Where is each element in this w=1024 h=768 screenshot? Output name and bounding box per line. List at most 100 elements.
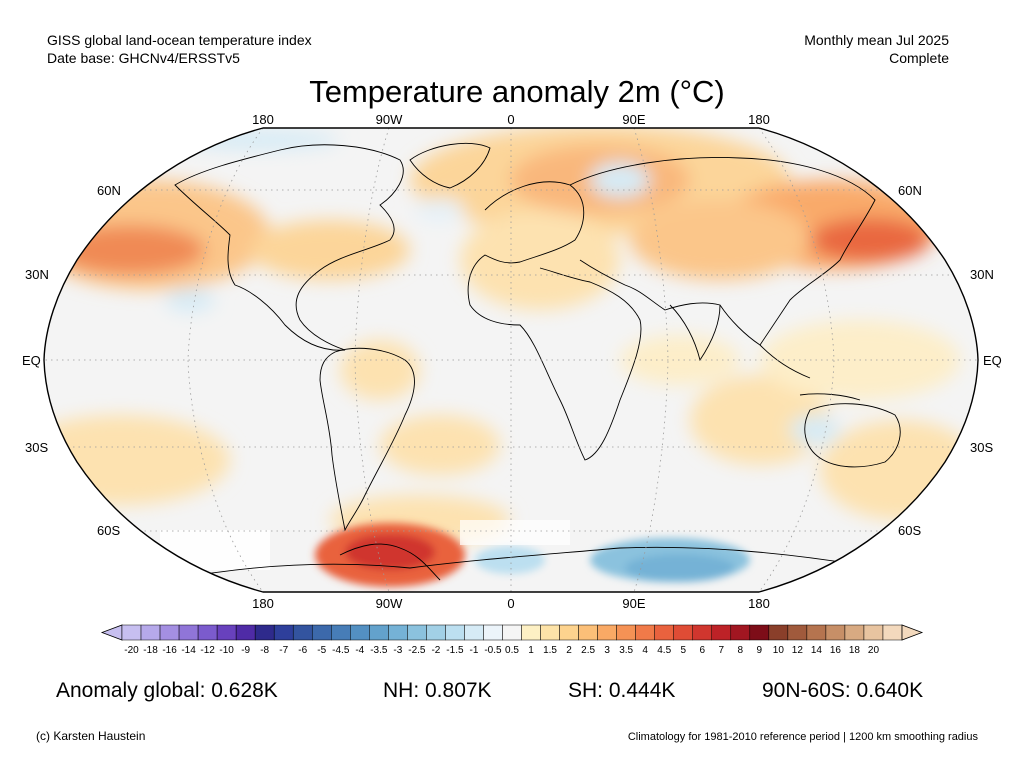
colorbar-tick-label: 20: [867, 645, 880, 656]
lon-label-bottom-0: 0: [507, 596, 515, 611]
colorbar-swatch: [711, 624, 732, 641]
colorbar-tick-label: 3: [604, 645, 610, 656]
colorbar-swatch: [559, 624, 579, 641]
colorbar-swatch: [635, 624, 655, 641]
arctic-anomaly: 90N-60S: 0.640K: [762, 679, 924, 702]
lat-label-right-30n: 30N: [970, 267, 994, 282]
status-label: Complete: [889, 50, 949, 66]
colorbar-swatch: [502, 624, 522, 641]
colorbar-tick-label: 9: [756, 645, 763, 656]
sh-anomaly: SH: 0.444K: [568, 679, 676, 702]
colorbar-swatch: [692, 624, 713, 641]
lat-label-left-eq: EQ: [22, 353, 41, 368]
lat-label-left-60n: 60N: [97, 183, 121, 198]
lat-label-right-30s: 30S: [970, 440, 994, 455]
colorbar-tick-label: -18: [143, 645, 158, 656]
colorbar-tick-label: -4: [355, 645, 365, 656]
colorbar-swatch: [654, 624, 674, 641]
colorbar-tick-label: -20: [124, 645, 139, 656]
colorbar-tick-label: -14: [181, 645, 196, 656]
colorbar-tick-label: 8: [737, 645, 744, 656]
lon-label-bottom-90w: 90W: [375, 596, 403, 611]
colorbar-swatch: [616, 624, 636, 641]
colorbar-swatch: [388, 624, 408, 641]
colorbar-swatch: [483, 624, 503, 641]
colorbar-tick-label: -4.5: [332, 645, 350, 656]
colorbar-swatch: [825, 624, 846, 641]
colorbar-tick-label: -2.5: [408, 645, 426, 656]
colorbar-tick-label: 12: [791, 645, 803, 656]
colorbar-swatch: [806, 624, 827, 641]
colorbar-tick-label: -8: [260, 645, 270, 656]
colorbar-tick-label: 14: [810, 645, 822, 656]
colorbar-tick-label: 0.5: [505, 645, 519, 656]
colorbar-tick-label: 4.5: [657, 645, 672, 656]
lon-label-bottom-180w: 180: [252, 596, 274, 611]
lat-label-right-60n: 60N: [898, 183, 922, 198]
colorbar-swatch: [464, 624, 484, 641]
coastlines: [169, 142, 901, 581]
colorbar-swatch: [254, 624, 275, 641]
colorbar-swatch: [197, 624, 218, 641]
climatology-note: Climatology for 1981-2010 reference peri…: [627, 731, 978, 743]
colorbar-tick-label: -3: [393, 645, 403, 656]
colorbar-swatch: [311, 624, 332, 641]
lon-label-top-180e: 180: [748, 112, 770, 127]
colorbar-swatch: [178, 624, 199, 641]
colorbar-tick-label: -16: [162, 645, 177, 656]
colorbar-min-arrow: [100, 624, 123, 641]
colorbar-swatch: [273, 624, 294, 641]
colorbar-tick-label: -9: [241, 645, 251, 656]
period-label: Monthly mean Jul 2025: [804, 32, 949, 48]
graticule: [44, 128, 978, 592]
colorbar-tick-label: -6: [298, 645, 308, 656]
lon-label-top-0: 0: [507, 112, 515, 127]
lon-label-top-90w: 90W: [375, 112, 403, 127]
colorbar-tick-label: 18: [848, 645, 860, 656]
dataset-title: GISS global land-ocean temperature index: [47, 32, 312, 48]
colorbar-swatch: [863, 624, 884, 641]
map-title: Temperature anomaly 2m (°C): [309, 74, 725, 109]
colorbar-swatch: [159, 624, 180, 641]
lat-label-left-30s: 30S: [25, 440, 49, 455]
data-base-label: Date base: GHCNv4/ERSSTv5: [47, 50, 240, 66]
colorbar-swatch: [235, 624, 256, 641]
colorbar-swatch: [749, 624, 770, 641]
lon-label-top-90e: 90E: [622, 112, 646, 127]
lon-label-bottom-90e: 90E: [622, 596, 646, 611]
colorbar-tick-label: 16: [829, 645, 841, 656]
colorbar-swatch: [140, 624, 161, 641]
colorbar-swatch: [597, 624, 617, 641]
colorbar-tick-label: 1: [528, 645, 534, 656]
colorbar-tick-label: -1.5: [446, 645, 464, 656]
colorbar-swatch: [292, 624, 313, 641]
colorbar-max-arrow: [901, 624, 924, 641]
colorbar-tick-label: -12: [200, 645, 215, 656]
colorbar-swatch: [445, 624, 465, 641]
colorbar-swatch: [369, 624, 389, 641]
colorbar-swatch: [578, 624, 598, 641]
copyright: (c) Karsten Haustein: [36, 729, 146, 743]
colorbar-swatch: [540, 624, 560, 641]
colorbar-swatch: [673, 624, 693, 641]
colorbar-swatch: [730, 624, 751, 641]
colorbar-swatch: [768, 624, 789, 641]
colorbar-tick-label: -7: [279, 645, 289, 656]
colorbar-swatch: [882, 624, 903, 641]
colorbar-swatch: [350, 624, 370, 641]
colorbar-tick-label: 10: [772, 645, 784, 656]
colorbar-tick-label: 2.5: [581, 645, 596, 656]
lat-label-left-60s: 60S: [97, 523, 121, 538]
colorbar-tick-label: 5: [680, 645, 686, 656]
colorbar-tick-label: 3.5: [619, 645, 634, 656]
colorbar-swatch: [407, 624, 427, 641]
colorbar-tick-label: 2: [566, 645, 572, 656]
colorbar-tick-label: -2: [431, 645, 441, 656]
lon-label-top-180w: 180: [252, 112, 274, 127]
colorbar-swatch: [216, 624, 237, 641]
lat-label-right-60s: 60S: [898, 523, 922, 538]
map-frame: [43, 127, 979, 593]
colorbar-tick-label: 1.5: [543, 645, 557, 656]
